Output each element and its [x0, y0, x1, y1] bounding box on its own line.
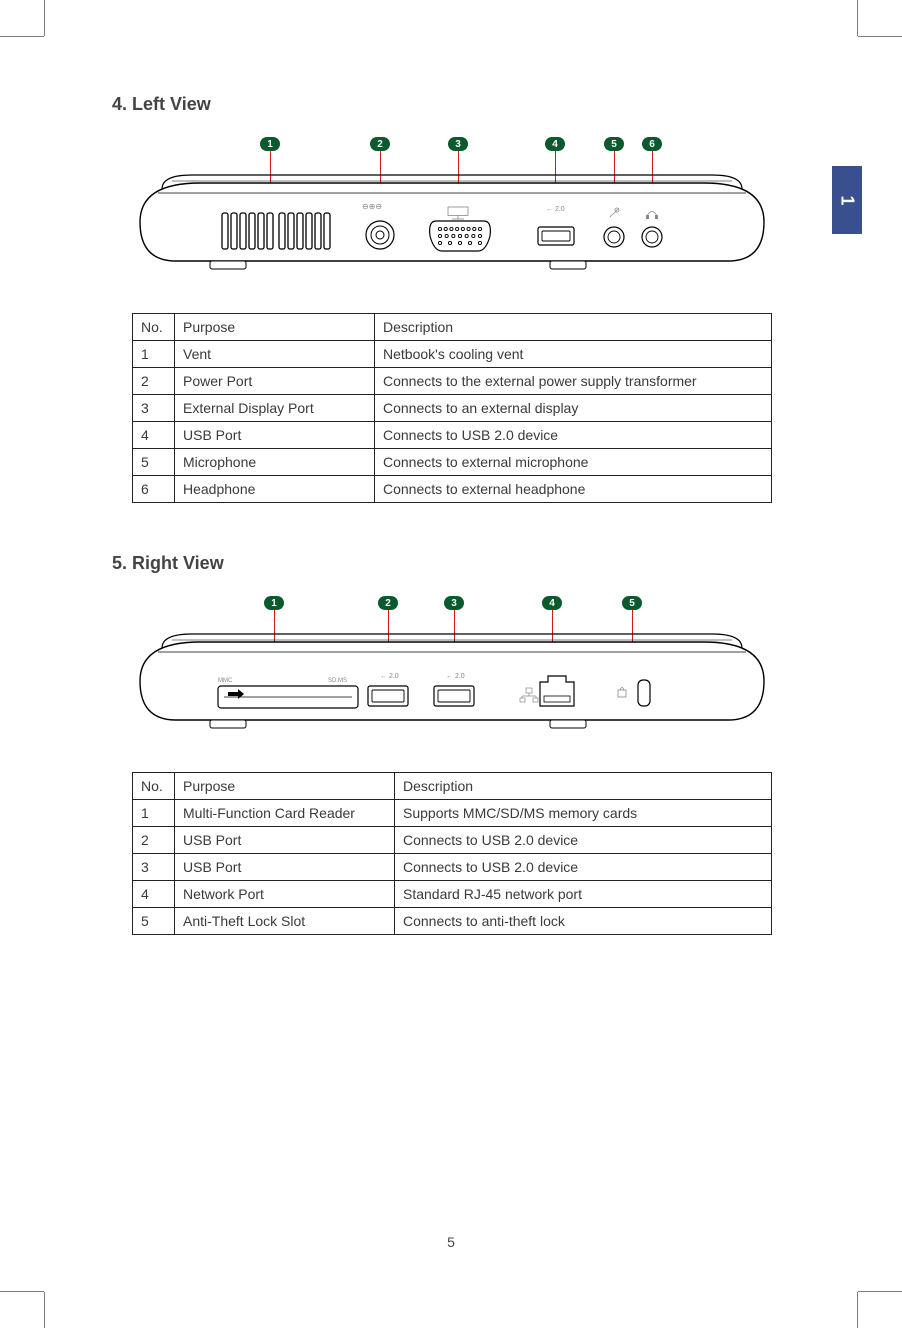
svg-text:← 2.0: ← 2.0 — [446, 673, 465, 680]
table-cell: Connects to the external power supply tr… — [375, 368, 772, 395]
table-cell: 3 — [133, 854, 175, 881]
table-cell: Microphone — [175, 449, 375, 476]
svg-text:← 2.0: ← 2.0 — [546, 206, 565, 213]
right-view-callouts: 1 2 3 4 5 — [132, 596, 772, 622]
table-cell: 4 — [133, 881, 175, 908]
table-cell: 1 — [133, 341, 175, 368]
callout-pill: 5 — [622, 596, 642, 610]
right-view-table: No. Purpose Description 1Multi-Function … — [132, 772, 772, 935]
callout-pill: 3 — [444, 596, 464, 610]
svg-text:← 2.0: ← 2.0 — [380, 673, 399, 680]
svg-text:MMC: MMC — [218, 678, 233, 684]
table-row: 5Anti-Theft Lock SlotConnects to anti-th… — [133, 908, 772, 935]
crop-mark — [0, 1291, 44, 1292]
col-purpose: Purpose — [175, 314, 375, 341]
table-row: 1Multi-Function Card ReaderSupports MMC/… — [133, 800, 772, 827]
table-row: 4USB PortConnects to USB 2.0 device — [133, 422, 772, 449]
table-cell: 1 — [133, 800, 175, 827]
table-cell: Connects to external microphone — [375, 449, 772, 476]
table-cell: Vent — [175, 341, 375, 368]
left-view-diagram: 1 2 3 4 5 6 ⊖⊕⊖ ← 2.0 — [132, 137, 772, 273]
table-cell: Network Port — [175, 881, 395, 908]
callout-pill: 4 — [545, 137, 565, 151]
left-view-title: 4. Left View — [112, 94, 792, 115]
table-row: 1VentNetbook's cooling vent — [133, 341, 772, 368]
col-purpose: Purpose — [175, 773, 395, 800]
callout-pill: 5 — [604, 137, 624, 151]
table-cell: Standard RJ-45 network port — [395, 881, 772, 908]
crop-mark — [857, 0, 858, 36]
table-cell: Connects to USB 2.0 device — [395, 827, 772, 854]
table-row: 2USB PortConnects to USB 2.0 device — [133, 827, 772, 854]
crop-mark — [44, 0, 45, 36]
callout-pill: 4 — [542, 596, 562, 610]
table-cell: 5 — [133, 449, 175, 476]
callout-pill: 1 — [260, 137, 280, 151]
left-view-callouts: 1 2 3 4 5 6 — [132, 137, 772, 163]
callout-pill: 2 — [378, 596, 398, 610]
table-cell: Anti-Theft Lock Slot — [175, 908, 395, 935]
chapter-thumb-tab: 1 — [832, 166, 862, 234]
table-cell: Connects to USB 2.0 device — [375, 422, 772, 449]
table-cell: Connects to external headphone — [375, 476, 772, 503]
page-content: 4. Left View 123456 ⊖⊕⊖← 2.0 No. Purpose… — [112, 94, 792, 935]
right-view-diagram: 1 2 3 4 5 MMC SD.MS ← 2.0 ← 2.0 — [132, 596, 772, 732]
table-cell: Multi-Function Card Reader — [175, 800, 395, 827]
table-cell: Connects to USB 2.0 device — [395, 854, 772, 881]
table-cell: USB Port — [175, 422, 375, 449]
table-cell: Connects to anti-theft lock — [395, 908, 772, 935]
table-row: 4Network PortStandard RJ-45 network port — [133, 881, 772, 908]
crop-mark — [0, 36, 44, 37]
table-row: 6HeadphoneConnects to external headphone — [133, 476, 772, 503]
table-cell: USB Port — [175, 854, 395, 881]
table-cell: 4 — [133, 422, 175, 449]
table-cell: 2 — [133, 368, 175, 395]
crop-mark — [858, 36, 902, 37]
table-cell: Connects to an external display — [375, 395, 772, 422]
col-no: No. — [133, 773, 175, 800]
table-row: 5MicrophoneConnects to external micropho… — [133, 449, 772, 476]
crop-mark — [44, 1292, 45, 1328]
callout-pill: 6 — [642, 137, 662, 151]
col-no: No. — [133, 314, 175, 341]
table-cell: 2 — [133, 827, 175, 854]
left-view-table: No. Purpose Description 1VentNetbook's c… — [132, 313, 772, 503]
table-header-row: No. Purpose Description — [133, 773, 772, 800]
right-view-device: MMC SD.MS ← 2.0 ← 2.0 — [132, 622, 772, 732]
callout-pill: 3 — [448, 137, 468, 151]
callout-pill: 2 — [370, 137, 390, 151]
col-description: Description — [395, 773, 772, 800]
svg-text:SD.MS: SD.MS — [328, 678, 347, 684]
table-row: 2Power PortConnects to the external powe… — [133, 368, 772, 395]
callout-pill: 1 — [264, 596, 284, 610]
crop-mark — [858, 1291, 902, 1292]
table-cell: Power Port — [175, 368, 375, 395]
right-view-title: 5. Right View — [112, 553, 792, 574]
svg-text:⊖⊕⊖: ⊖⊕⊖ — [362, 202, 382, 211]
col-description: Description — [375, 314, 772, 341]
table-cell: External Display Port — [175, 395, 375, 422]
table-cell: 5 — [133, 908, 175, 935]
table-cell: Supports MMC/SD/MS memory cards — [395, 800, 772, 827]
table-cell: Headphone — [175, 476, 375, 503]
crop-mark — [857, 1292, 858, 1328]
table-cell: USB Port — [175, 827, 395, 854]
table-cell: Netbook's cooling vent — [375, 341, 772, 368]
table-row: 3External Display PortConnects to an ext… — [133, 395, 772, 422]
table-cell: 3 — [133, 395, 175, 422]
page-number: 5 — [0, 1234, 902, 1250]
left-view-device: ⊖⊕⊖ ← 2.0 — [132, 163, 772, 273]
chapter-number: 1 — [836, 195, 857, 205]
table-header-row: No. Purpose Description — [133, 314, 772, 341]
table-cell: 6 — [133, 476, 175, 503]
table-row: 3USB PortConnects to USB 2.0 device — [133, 854, 772, 881]
